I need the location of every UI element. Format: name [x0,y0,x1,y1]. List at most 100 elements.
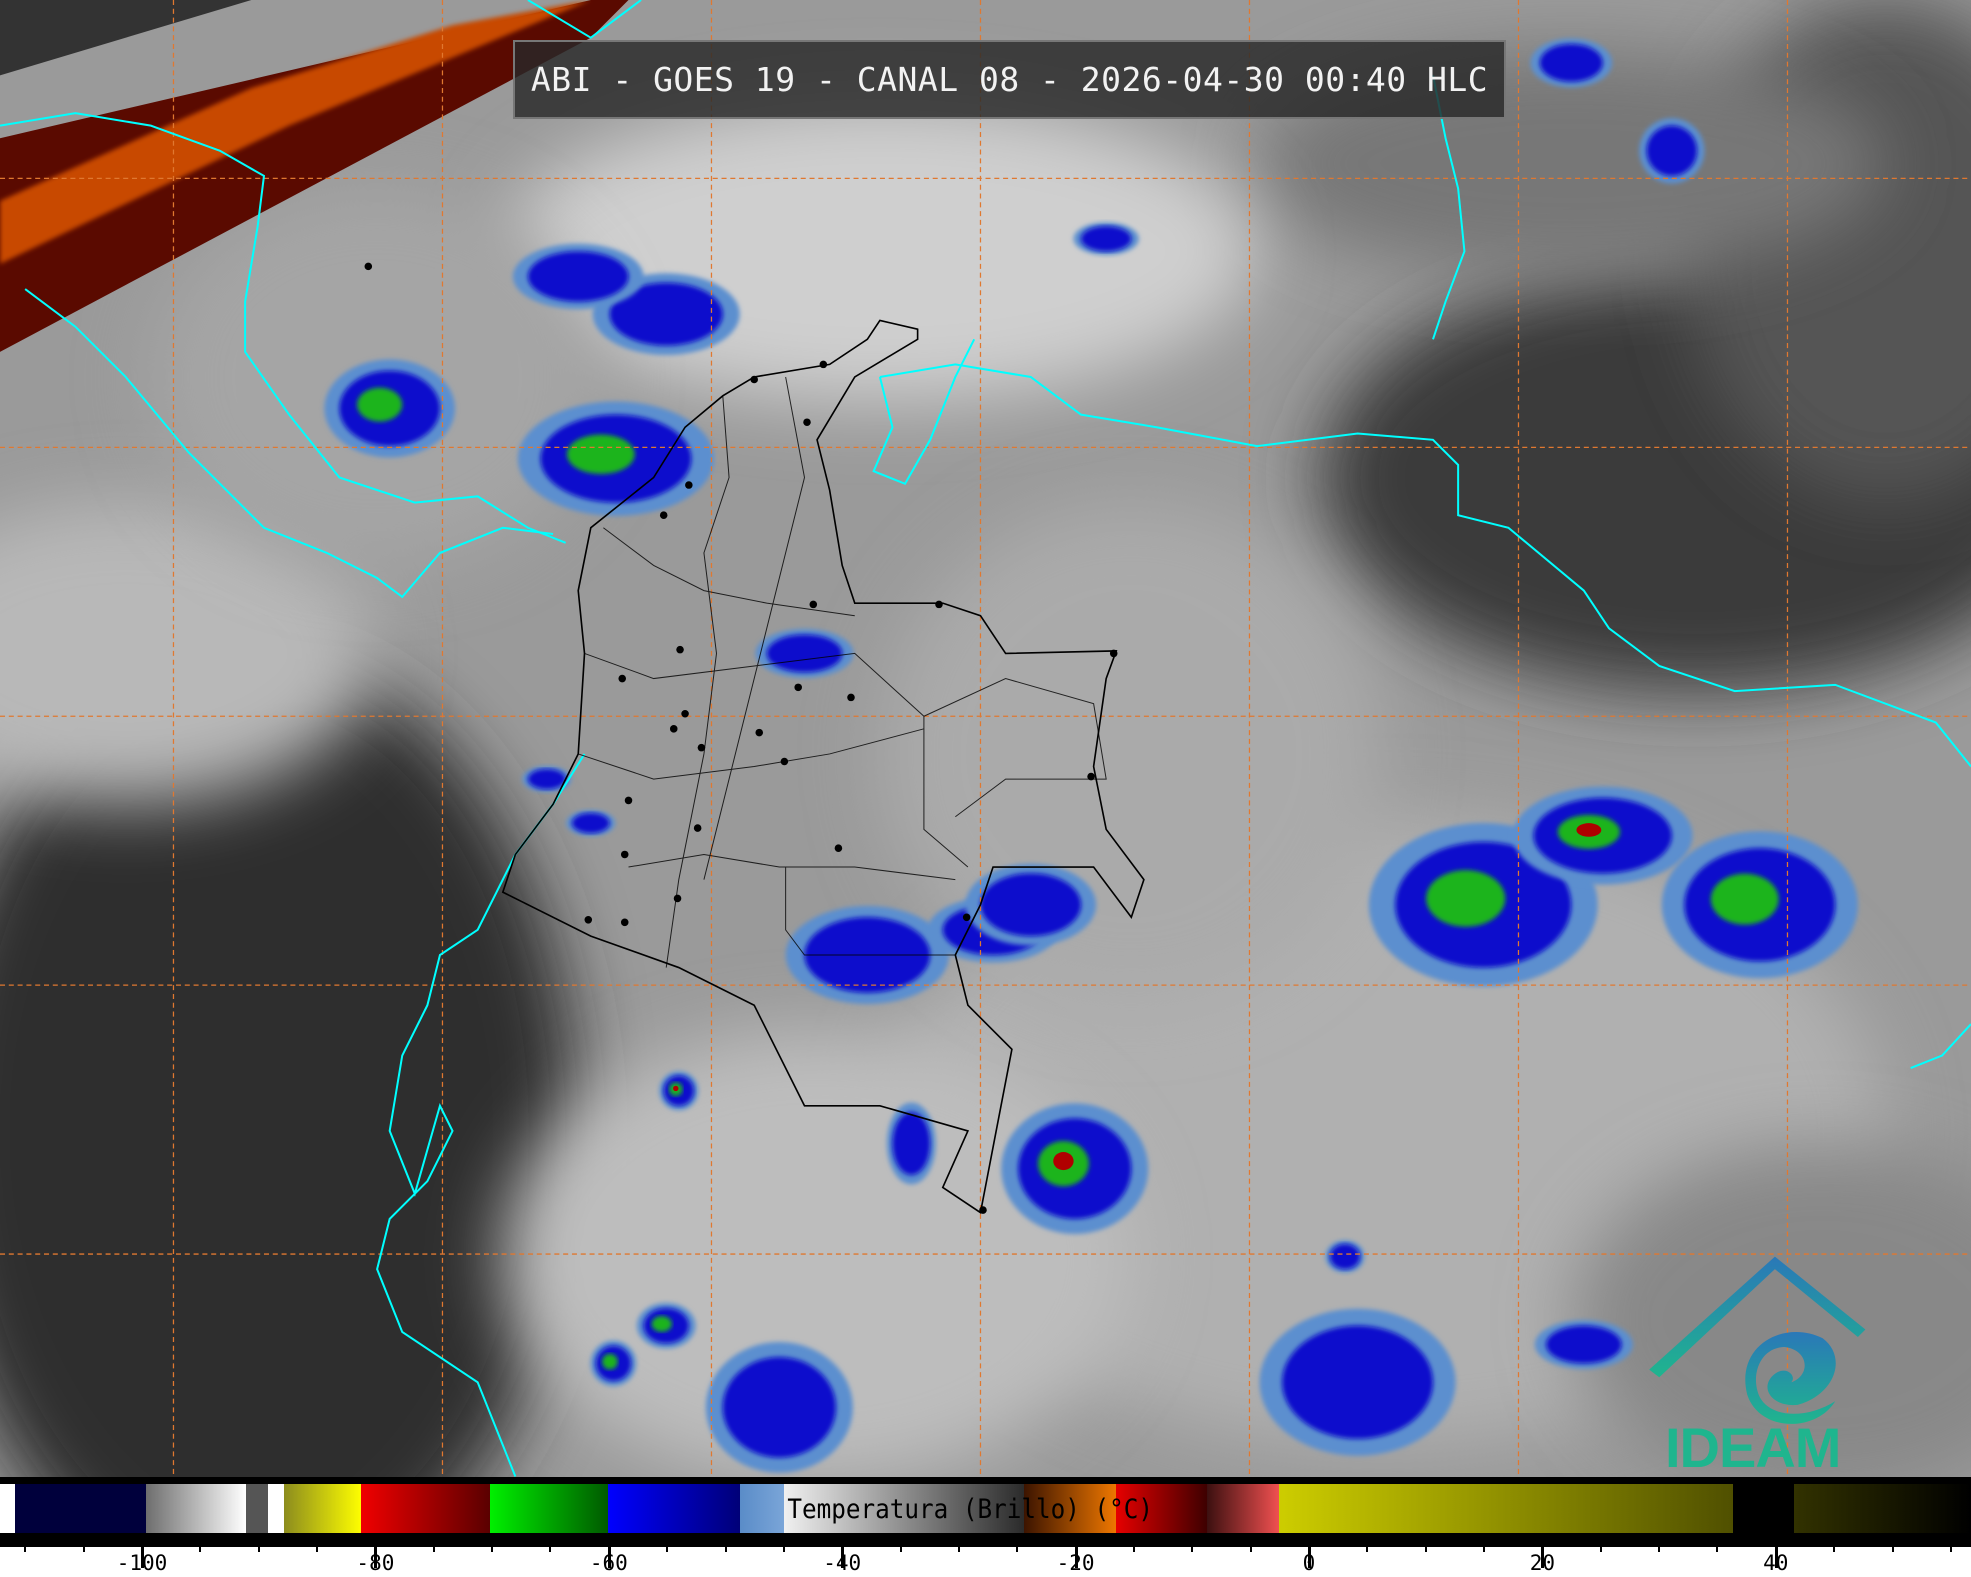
major-tick [374,1540,378,1568]
storm-cell [512,243,644,310]
city-marker [620,918,629,927]
colorbar-segment [1278,1484,1734,1533]
ideam-logo-icon [1649,1256,1866,1424]
minor-tick [1191,1540,1194,1552]
city-marker [659,511,668,519]
colorbar-segment [1116,1484,1208,1533]
minor-tick [1424,1540,1427,1552]
minor-tick [257,1540,260,1552]
colorbar-segment [361,1484,491,1533]
minor-tick [782,1540,785,1552]
minor-tick [724,1540,727,1552]
city-marker [935,600,943,609]
storm-cell [324,359,456,458]
city-marker [685,481,693,489]
minor-tick [957,1540,960,1552]
minor-tick [1658,1540,1661,1552]
minor-tick [899,1540,902,1552]
minor-tick [1891,1540,1894,1552]
major-tick [607,1540,611,1568]
major-tick [1074,1540,1078,1568]
storm-cell [1512,786,1693,885]
storm-cell [1530,38,1613,88]
storm-cell [1073,222,1139,256]
city-marker [676,645,684,654]
city-marker [819,360,828,369]
colorbar-segment [0,1484,16,1533]
storm-cell [1661,831,1858,979]
city-marker [681,709,689,718]
colorbar-segment [783,1484,1025,1533]
city-marker [780,757,789,766]
city-marker [697,743,706,752]
storm-cell [566,809,616,837]
city-marker [584,916,593,924]
storm-cell [1325,1240,1365,1273]
tick-label: 40 [1763,1551,1789,1575]
city-marker [620,850,629,859]
city-marker [979,1206,987,1214]
temperature-colorbar [0,1484,1971,1533]
major-tick [141,1540,144,1568]
coastlines [0,0,1971,1477]
minor-tick [1716,1540,1719,1552]
colorbar-segment [1732,1484,1795,1533]
colorbar-segment [284,1484,362,1533]
city-marker [1109,649,1118,658]
tick-label: -80 [356,1551,395,1575]
colorbar-segment [607,1484,740,1533]
colorbar-segment [145,1484,247,1533]
minor-tick [1132,1540,1135,1552]
minor-tick [82,1540,85,1552]
tick-label: 0 [1302,1551,1316,1575]
tick-label: -60 [589,1551,628,1575]
tick-label: 20 [1529,1551,1556,1575]
colorbar-segment [245,1484,269,1533]
city-marker [673,894,682,903]
city-marker [834,844,843,852]
minor-tick [491,1540,494,1552]
tick-label: -100 [116,1551,168,1575]
city-marker [803,418,811,426]
lat-lon-grid [0,0,1971,1477]
storm-cell [965,863,1097,946]
storm-cell [1639,118,1705,184]
storm-cell [636,1302,696,1349]
city-marker [364,262,373,271]
minor-tick [199,1540,202,1552]
storm-cell [1001,1103,1149,1234]
city-marker [750,375,758,384]
city-marker [962,913,971,922]
major-tick [1541,1540,1545,1568]
minor-tick [1016,1540,1019,1552]
colorbar-segment [1207,1484,1280,1533]
city-marker [693,824,702,832]
city-markers [364,262,1118,1214]
colorbar-segment [268,1484,285,1533]
city-marker [1087,772,1095,781]
major-tick [1308,1540,1311,1568]
tick-label: -20 [1056,1551,1095,1575]
storm-cell [590,1340,637,1387]
storm-cell [886,1102,936,1185]
storm-cell [1534,1320,1633,1370]
colorbar-segment [1794,1484,1971,1533]
minor-tick [24,1540,27,1552]
city-marker [669,725,678,733]
storm-cell [522,766,572,793]
convective-cells [324,38,1858,1473]
city-marker [618,674,626,683]
minor-tick [1599,1540,1602,1552]
ideam-logo-text: IDEAM [1665,1416,1841,1479]
colorbar-label: Temperatura (Brillo) (°C) [0,1486,1971,1532]
major-tick [1774,1540,1778,1568]
colorbar-segment [1024,1484,1117,1533]
storm-cell [517,401,714,516]
minor-tick [1249,1540,1252,1552]
minor-tick [1833,1540,1836,1552]
storm-cell [659,1071,699,1111]
city-marker [847,693,855,702]
